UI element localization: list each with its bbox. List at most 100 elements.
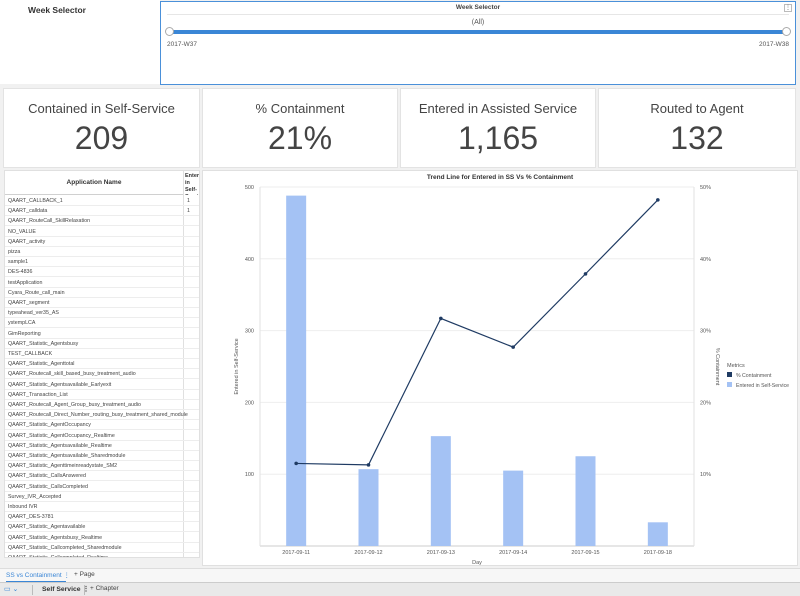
application-name-cell: QAART_Statistic_AgentOccupancy_Realtime <box>8 432 115 439</box>
table-row[interactable]: QAART_Statistic_Agenttimeinreadystate_SM… <box>5 461 199 472</box>
application-name-cell: QAART_Transaction_List <box>8 391 68 398</box>
table-row[interactable]: typeahead_ver35_AS <box>5 308 199 319</box>
column-divider <box>183 171 184 557</box>
table-row[interactable]: QAART_Routecall_Agent_Group_busy_treatme… <box>5 400 199 410</box>
table-row[interactable]: QAART_Statistic_CallsCompleted <box>5 482 199 492</box>
kpi-value: 21% <box>267 120 333 156</box>
table-row[interactable]: QAART_RouteCall_SkillRelaxation <box>5 216 199 227</box>
add-page-button[interactable]: + Page <box>74 571 95 578</box>
slider-max-handle[interactable] <box>782 27 791 36</box>
week-selector-heading-panel: Week Selector <box>0 0 160 84</box>
legend-label-containment: % Containment <box>736 373 772 379</box>
table-row[interactable]: sample1 <box>5 257 199 268</box>
application-name-cell: QAART_Routecall_Direct_Number_routing_bu… <box>8 412 188 419</box>
table-row[interactable]: QAART_Statistic_CallsAnswered <box>5 471 199 482</box>
application-name-cell: QAART_Statistic_CallsAnswered <box>8 473 86 480</box>
legend-label-entered-self-service: Entered in Self-Service <box>736 383 789 389</box>
bar-entered-self-service[interactable] <box>358 469 379 546</box>
table-row[interactable]: QAART_Transaction_List <box>5 390 199 400</box>
column-header-application-name[interactable]: Application Name <box>5 171 183 195</box>
table-row[interactable]: QAART_Statistic_Agentsavailable_Realtime <box>5 441 199 451</box>
table-row[interactable]: ystempLCA <box>5 318 199 329</box>
x-axis-label: Day <box>472 560 482 566</box>
table-row[interactable]: QAART_Statistic_Callcompleted_Realtime <box>5 553 199 557</box>
bar-entered-self-service[interactable] <box>503 470 524 546</box>
application-name-cell: Inbound IVR <box>8 504 38 510</box>
week-selector-panel: Week Selector ⋮ (All) 2017-W37 2017-W38 <box>160 1 796 85</box>
table-row[interactable]: QAART_calldata 1 <box>5 206 199 217</box>
table-row[interactable]: QAART_activity <box>5 237 199 247</box>
bar-entered-self-service[interactable] <box>430 436 451 546</box>
table-row[interactable]: QAART_Statistic_Agentavailable <box>5 522 199 533</box>
application-name-cell: NO_VALUE <box>8 228 36 235</box>
application-name-cell: QAART_Statistic_Agenttotal <box>8 361 75 368</box>
x-tick-label: 2017-09-12 <box>354 550 382 556</box>
application-name-cell: ystempLCA <box>8 320 36 327</box>
page-tab-menu-icon[interactable]: ⋮ <box>63 572 70 579</box>
point-containment[interactable] <box>294 461 298 466</box>
table-row[interactable]: Inbound IVR <box>5 502 199 512</box>
bar-entered-self-service[interactable] <box>286 195 307 546</box>
table-row[interactable]: QAART_segment <box>5 298 199 308</box>
table-row[interactable]: QAART_Statistic_Agentsbusy <box>5 339 199 349</box>
application-name-cell: typeahead_ver35_AS <box>8 310 59 317</box>
application-name-cell: QAART_Statistic_Agentsavailable_Sharedmo… <box>8 453 126 459</box>
divider <box>84 585 85 595</box>
bar-entered-self-service[interactable] <box>575 456 596 546</box>
application-name-cell: GimReporting <box>8 330 41 337</box>
week-selector-panel-title: Week Selector <box>455 4 501 11</box>
table-row[interactable]: QAART_Routecall_Direct_Number_routing_bu… <box>5 410 199 421</box>
point-containment[interactable] <box>583 272 588 276</box>
table-row[interactable]: pizza <box>5 247 199 257</box>
table-row[interactable]: Survey_IVR_Accepted <box>5 492 199 502</box>
application-name-cell: QAART_Statistic_Agentavailable <box>8 524 86 531</box>
application-name-cell: sample1 <box>8 259 29 266</box>
table-row[interactable]: QAART_CALLBACK_1 1 <box>5 196 199 206</box>
application-name-cell: Survey_IVR_Accepted <box>8 493 62 500</box>
table-row[interactable]: DES-4836 <box>5 267 199 278</box>
y2-tick-label: 30% <box>700 329 711 335</box>
table-row[interactable]: QAART_Statistic_AgentOccupancy_Realtime <box>5 431 199 441</box>
y-tick-label: 200 <box>245 400 254 406</box>
panel-menu-icon[interactable]: ⋮ <box>784 4 792 12</box>
point-containment[interactable] <box>511 345 515 349</box>
table-row[interactable]: QAART_Statistic_Agenttotal <box>5 359 199 370</box>
point-containment[interactable] <box>366 463 371 467</box>
y-tick-label: 400 <box>245 257 254 263</box>
application-name-cell: QAART_Statistic_Agentsbusy_Realtime <box>8 534 103 541</box>
chapter-menu-icon[interactable]: ⋮ <box>82 586 90 593</box>
table-row[interactable]: GimReporting <box>5 329 199 339</box>
page-tab-ss-vs-containment[interactable]: SS vs Containment ⋮ <box>6 571 70 582</box>
kpi-title: Entered in Assisted Service <box>418 101 578 116</box>
table-row[interactable]: testApplication <box>5 278 199 288</box>
application-name-cell: QAART_Routecall_skill_based_busy_treatme… <box>8 371 136 378</box>
table-row[interactable]: QAART_Statistic_Agentsavailable_Sharedmo… <box>5 451 199 461</box>
week-range-slider[interactable] <box>167 30 787 34</box>
table-row[interactable]: QAART_Statistic_AgentOccupancy <box>5 420 199 431</box>
slider-min-handle[interactable] <box>165 27 174 36</box>
bar-entered-self-service[interactable] <box>647 522 668 546</box>
column-header-entered-self-service[interactable]: Entered in Self-Service <box>185 173 200 195</box>
table-row[interactable]: NO_VALUE <box>5 227 199 237</box>
table-row[interactable]: QAART_DES-3781 <box>5 512 199 523</box>
table-row[interactable]: QAART_Statistic_Callcompleted_Sharedmodu… <box>5 543 199 553</box>
y-axis-label: Entered in Self-Service <box>234 338 240 394</box>
table-row[interactable]: Cyara_Route_call_main <box>5 288 199 298</box>
application-name-cell: QAART_CALLBACK_1 <box>8 198 63 204</box>
monitor-icon[interactable]: ▭ ⌄ <box>4 586 19 593</box>
add-chapter-button[interactable]: + Chapter <box>90 585 119 592</box>
week-selector-heading: Week Selector <box>28 5 86 15</box>
point-containment[interactable] <box>439 316 443 321</box>
table-row[interactable]: TEST_CALLBACK <box>5 349 199 359</box>
legend-swatch-entered-self-service <box>727 382 732 387</box>
point-containment[interactable] <box>656 198 660 202</box>
y2-tick-label: 20% <box>700 400 711 406</box>
table-row[interactable]: QAART_Statistic_Agentsavailable_Earlyexi… <box>5 380 199 390</box>
x-tick-label: 2017-09-15 <box>571 550 599 556</box>
table-row[interactable]: QAART_Statistic_Agentsbusy_Realtime <box>5 533 199 543</box>
application-name-cell: QAART_DES-3781 <box>8 514 54 521</box>
x-tick-label: 2017-09-13 <box>427 550 455 556</box>
chapter-tab-self-service[interactable]: Self Service ⋮ <box>42 585 89 593</box>
chapter-label: Self Service <box>42 586 81 593</box>
table-row[interactable]: QAART_Routecall_skill_based_busy_treatme… <box>5 369 199 380</box>
